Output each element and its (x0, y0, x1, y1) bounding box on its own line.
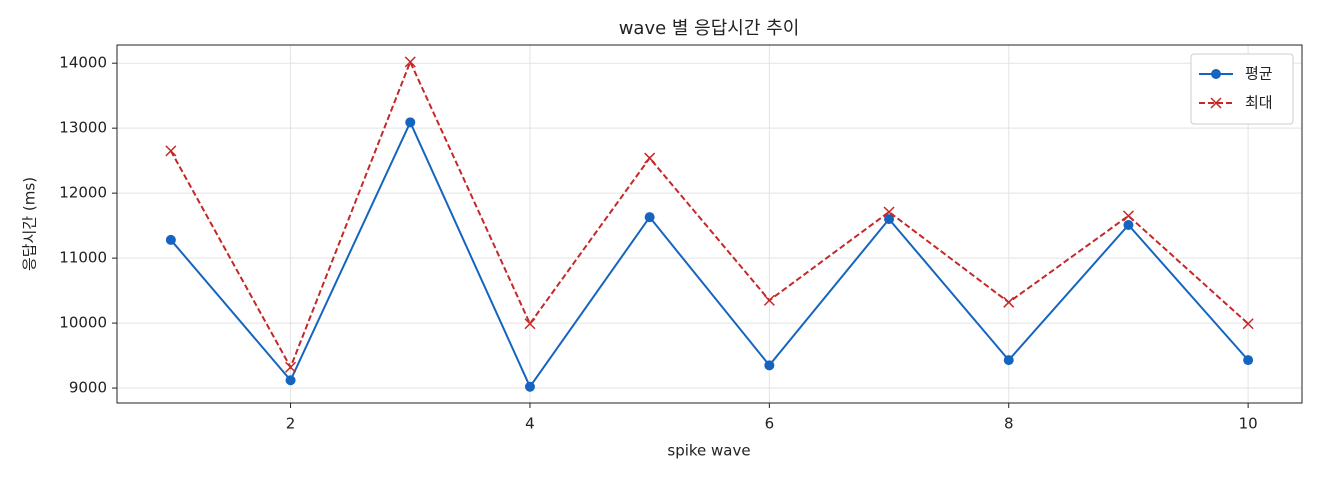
data-point (763, 294, 775, 306)
x-tick-label: 6 (765, 415, 775, 433)
data-point (524, 318, 536, 330)
data-point (405, 117, 416, 128)
marker-stroke (1003, 296, 1015, 308)
data-point (883, 206, 895, 218)
data-point (1122, 210, 1134, 222)
x-tick-label: 10 (1239, 415, 1258, 433)
data-point (644, 212, 655, 223)
legend-marker (1210, 97, 1222, 109)
marker-stroke (644, 152, 656, 164)
marker-stroke (883, 206, 895, 218)
chart-title: wave 별 응답시간 추이 (619, 18, 800, 39)
y-tick-label: 11000 (59, 249, 107, 267)
y-tick-label: 14000 (59, 54, 107, 72)
plot-frame (116, 44, 1303, 404)
data-point (285, 375, 296, 386)
y-axis-label: 응답시간 (ms) (21, 177, 39, 271)
y-tick-label: 10000 (59, 314, 107, 332)
series-line (169, 59, 1249, 370)
data-point (165, 234, 176, 245)
x-tick-label: 8 (1004, 415, 1014, 433)
x-tick-label: 4 (525, 415, 535, 433)
data-point (644, 152, 656, 164)
y-tick-label: 12000 (59, 184, 107, 202)
marker-stroke (285, 361, 297, 373)
marker-stroke (524, 318, 536, 330)
x-axis-label: spike wave (667, 442, 750, 460)
legend-marker (1211, 69, 1221, 79)
data-point (1003, 355, 1014, 366)
series-line (170, 119, 1249, 389)
marker-stroke (404, 56, 416, 68)
marker-stroke (763, 294, 775, 306)
data-point (1003, 296, 1015, 308)
y-tick-label: 13000 (59, 119, 107, 137)
marker-stroke (1242, 318, 1254, 330)
data-point (1123, 219, 1134, 230)
data-point (1242, 318, 1254, 330)
data-point (165, 145, 177, 157)
marker-stroke (1210, 97, 1222, 109)
y-tick-label: 9000 (69, 379, 107, 397)
data-point (285, 361, 297, 373)
data-point (764, 360, 775, 371)
data-point (404, 56, 416, 68)
legend-box (1190, 53, 1294, 125)
legend-label: 평균 (1245, 65, 1273, 83)
data-point (524, 381, 535, 392)
legend-label: 최대 (1245, 94, 1273, 112)
marker-stroke (165, 145, 177, 157)
x-tick-label: 2 (286, 415, 296, 433)
data-point (884, 214, 895, 225)
marker-stroke (1122, 210, 1134, 222)
data-point (1243, 355, 1254, 366)
